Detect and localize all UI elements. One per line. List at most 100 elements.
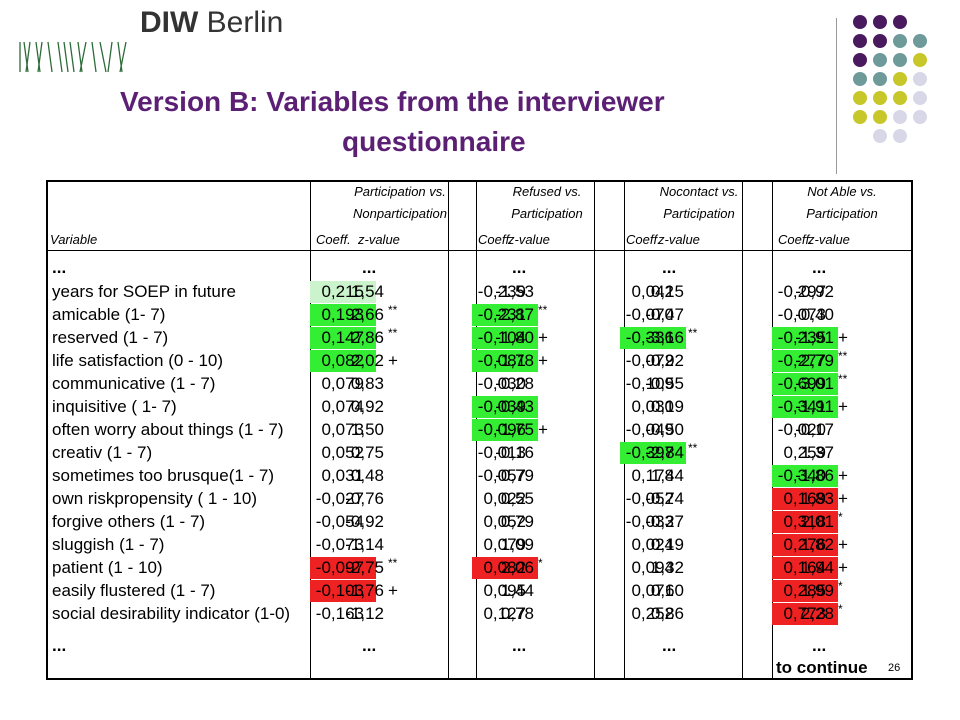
z-value: 0,75	[350, 443, 384, 462]
coeff-value: 0,215	[321, 282, 364, 301]
highlight-cell	[472, 304, 538, 326]
coeff-header: Coeff.	[778, 232, 813, 247]
variable-name: sluggish (1 - 7)	[52, 535, 165, 554]
coeff-value: 0,052	[483, 512, 526, 531]
variable-name: sometimes too brusque(1 - 7)	[52, 466, 275, 485]
z-value: 1,50	[350, 420, 384, 439]
coeff-value: -0,072	[625, 351, 674, 370]
z-value: -2,87	[495, 305, 534, 324]
coeff-value: -0,336	[625, 328, 674, 347]
variable-name: creativ (1 - 7)	[52, 443, 153, 462]
z-value: 1,82	[800, 535, 834, 554]
decorative-dot	[873, 129, 887, 143]
group-header-2-line2: Participation	[511, 206, 583, 221]
significance-marker: **	[388, 326, 398, 340]
significance-marker: **	[388, 303, 398, 317]
coeff-value: -0,277	[777, 351, 826, 370]
decorative-dot	[873, 91, 887, 105]
coeff-value: -0,073	[315, 535, 364, 554]
coeff-value: -0,057	[477, 466, 526, 485]
coeff-header: Coeff.	[626, 232, 661, 247]
highlight-cell	[472, 327, 538, 349]
z-value: -1,91	[795, 397, 834, 416]
highlight-cell	[310, 304, 376, 326]
variable-name: inquisitive ( 1- 7)	[52, 397, 177, 416]
coeff-value: -0,231	[477, 305, 526, 324]
decorative-dot	[853, 15, 867, 29]
z-value: 2,01	[800, 512, 834, 531]
z-value: -0,27	[645, 512, 684, 531]
z-value: 1,44	[650, 466, 684, 485]
diw-wave-logo-icon	[19, 41, 127, 73]
z-value: 0,83	[350, 374, 384, 393]
coeff-value: 0,082	[321, 351, 364, 370]
highlight-cell	[310, 557, 376, 579]
decorative-dot	[853, 53, 867, 67]
significance-marker: +	[538, 351, 548, 370]
decorative-dot	[893, 91, 907, 105]
decorative-dot	[873, 72, 887, 86]
highlight-cell	[772, 603, 838, 625]
coeff-value: 0,079	[483, 535, 526, 554]
coeff-value: -0,235	[777, 328, 826, 347]
variable-name: easily flustered (1 - 7)	[52, 581, 216, 600]
ellipsis: ...	[812, 636, 827, 655]
significance-marker: *	[838, 602, 843, 616]
z-value: -1,91	[795, 328, 834, 347]
coeff-value: 0,082	[483, 558, 526, 577]
z-value: -1,14	[345, 535, 384, 554]
z-value: -0,16	[495, 443, 534, 462]
decorative-dot	[913, 72, 927, 86]
brand-rest: Berlin	[198, 6, 284, 39]
significance-marker: +	[838, 558, 848, 577]
variable-name: communicative (1 - 7)	[52, 374, 216, 393]
ellipsis: ...	[812, 258, 827, 277]
significance-marker: +	[838, 466, 848, 485]
significance-marker: **	[688, 441, 698, 455]
coeff-value: -0,039	[477, 397, 526, 416]
z-value: 1,09	[500, 535, 534, 554]
coeff-value: -0,033	[625, 512, 674, 531]
continue-link[interactable]: to continue	[776, 658, 868, 677]
coeff-value: -0,103	[315, 581, 364, 600]
coeff-value: 0,318	[783, 512, 826, 531]
variable-name: amicable (1- 7)	[52, 305, 166, 324]
highlight-cell	[472, 557, 538, 579]
z-value: -0,28	[495, 374, 534, 393]
coeff-value: 0,031	[321, 466, 364, 485]
coeff-value: -0,109	[625, 374, 674, 393]
highlight-cell	[772, 580, 838, 602]
highlight-cell	[310, 580, 376, 602]
decorative-dot	[893, 129, 907, 143]
coeff-value: 0,276	[783, 535, 826, 554]
coeff-value: -0,097	[315, 558, 364, 577]
coeff-value: 0,030	[631, 397, 674, 416]
z-value: -0,17	[795, 420, 834, 439]
highlight-cell	[772, 534, 838, 556]
z-value: -0,50	[645, 420, 684, 439]
highlight-cell	[772, 488, 838, 510]
z-value: 0,86	[650, 604, 684, 623]
significance-marker: *	[538, 556, 543, 570]
column-divider	[448, 182, 449, 678]
z-value: -0,74	[645, 489, 684, 508]
z-value: 0,19	[650, 397, 684, 416]
brand-name: DIW Berlin	[140, 6, 283, 40]
decorative-dot	[853, 34, 867, 48]
group-header-3-line1: Nocontact vs.	[659, 184, 739, 199]
decorative-dot	[913, 110, 927, 124]
highlight-cell	[472, 350, 538, 372]
coeff-value: 0,252	[631, 604, 674, 623]
significance-marker: **	[838, 349, 848, 363]
coeff-value: -0,239	[477, 282, 526, 301]
z-value: -1,78	[495, 351, 534, 370]
ellipsis: ...	[52, 636, 67, 655]
z-value: -0,47	[645, 305, 684, 324]
highlight-cell	[772, 350, 838, 372]
z-value: -1,80	[495, 328, 534, 347]
variable-name: patient (1 - 10)	[52, 558, 163, 577]
z-value: 2,28	[800, 604, 834, 623]
decorative-dot	[893, 53, 907, 67]
coeff-value: -0,397	[625, 443, 674, 462]
z-value: 0,48	[350, 466, 384, 485]
